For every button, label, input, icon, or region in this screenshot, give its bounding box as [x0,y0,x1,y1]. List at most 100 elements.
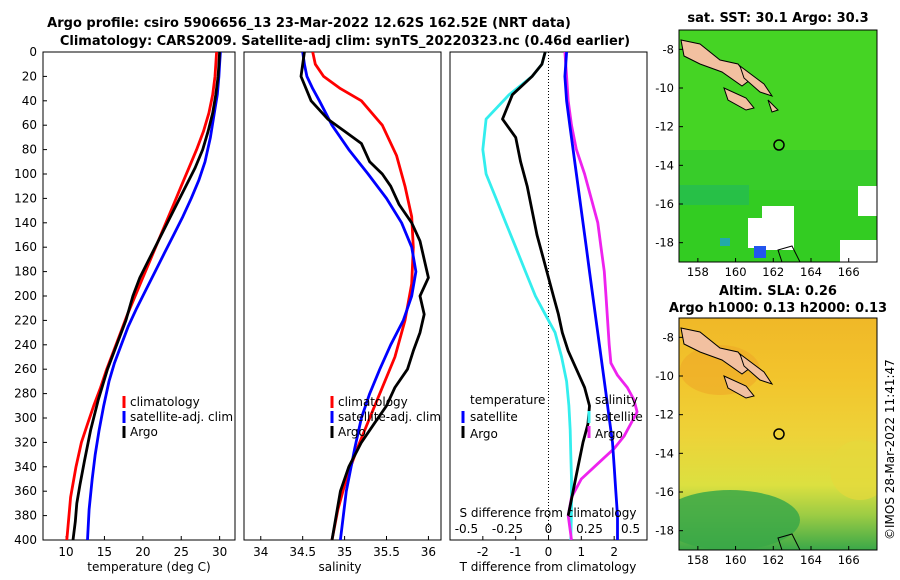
title-line-1: Argo profile: csiro 5906656_13 23-Mar-20… [47,16,571,31]
map-y-tick-label: -12 [655,408,674,422]
map-y-tick-label: -14 [655,446,674,460]
map-y-tick-label: -10 [655,81,674,95]
map-x-tick-label: 158 [687,265,709,279]
x-tick-label: 35 [337,545,352,559]
series-line-argo [71,52,221,540]
y-tick-label: 140 [14,216,37,230]
s-difference-legend: salinity satellite Argo [587,393,643,441]
y-tick-label: 380 [14,509,37,523]
y-tick-label: 80 [22,143,37,157]
temperature-x-ticks: 10 15 20 25 30 [58,536,227,559]
sla-map-subtitle: Argo h1000: 0.13 h2000: 0.13 [669,301,887,316]
x-tick-label: 25 [174,545,189,559]
argo-position-marker [773,139,785,151]
x-tick-label: 35.5 [373,545,400,559]
legend-t-heading: temperature [470,393,545,407]
sla-map-ticks: 158 160 162 164 166 -8 -10 -12 -14 -16 -18 [655,330,859,567]
y-tick-label: 160 [14,240,37,254]
y-tick-label: 340 [14,460,37,474]
series-line-satellite-adj-clim [86,52,222,540]
y-tick-label: 100 [14,167,37,181]
sst-map-ticks: 158 160 162 164 166 -8 -10 -12 -14 -16 -18 [655,42,859,279]
y-tick-label: 20 [22,69,37,83]
imos-timestamp: ©IMOS 28-Mar-2022 11:41:47 [883,359,897,540]
x-tick-label: 20 [135,545,150,559]
s-tick-label: 0.5 [621,522,640,536]
y-tick-label: 260 [14,362,37,376]
t-difference-xlabel: T difference from climatology [459,560,637,574]
s-tick-label: 0 [545,522,553,536]
s-tick-label: -0.25 [492,522,523,536]
salinity-x-ticks: 34 34.5 35 35.5 36 [253,536,436,559]
map-y-tick-label: -10 [655,369,674,383]
legend-s-heading: salinity [595,393,638,407]
x-tick-label: 34 [253,545,268,559]
legend-label-argo: Argo [130,425,158,439]
map-x-tick-label: 166 [838,265,860,279]
legend-label-t-satellite: satellite [470,410,518,424]
difference-panel: -2 -1 0 1 2 T difference from climatology S … [455,52,643,574]
map-y-tick-label: -16 [655,197,674,211]
depth-axis: 0 20 40 60 80 100 120 140 160 180 200 220 240 260 280 3… [14,45,47,547]
sla-map: 158 160 162 164 166 -8 -10 -12 -14 -16 -18 [655,317,878,567]
title-line-2: Climatology: CARS2009. Satellite-adj cli… [60,34,630,49]
map-x-tick-label: 160 [725,265,747,279]
salinity-axes [243,51,442,541]
legend-label-argo: Argo [338,425,366,439]
sla-field [679,318,877,550]
series-line-s-argo [501,52,591,516]
map-y-tick-label: -8 [663,330,674,344]
salinity-legend: climatology satellite-adj. clim Argo [330,395,441,439]
x-tick-label: 36 [421,545,436,559]
map-x-tick-label: 162 [762,553,784,567]
series-line-s-satellite [563,52,619,540]
map-y-tick-label: -18 [655,236,674,250]
legend-label-climatology: climatology [338,395,408,409]
temperature-legend: climatology satellite-adj. clim Argo [122,395,233,439]
map-y-tick-label: -8 [663,42,674,56]
x-tick-label: -2 [477,545,489,559]
salinity-xlabel: salinity [318,560,361,574]
map-y-tick-label: -18 [655,524,674,538]
map-x-tick-label: 164 [800,265,822,279]
y-tick-label: 400 [14,533,37,547]
y-tick-label: 180 [14,265,37,279]
t-difference-x-ticks: -2 -1 0 1 2 [477,536,618,559]
t-difference-legend: temperature satellite Argo [461,393,545,441]
x-tick-label: 10 [58,545,73,559]
sst-map-title: sat. SST: 30.1 Argo: 30.3 [687,11,868,26]
temperature-panel: 10 15 20 25 30 temperature (deg C) climatolo… [58,52,233,574]
x-tick-label: 15 [97,545,112,559]
y-tick-label: 360 [14,484,37,498]
sla-map-title: Altim. SLA: 0.26 [719,284,837,299]
y-tick-label: 220 [14,313,37,327]
s-tick-label: -0.5 [455,522,478,536]
sst-field [679,30,877,262]
salinity-panel: 34 34.5 35 35.5 36 salinity climatology sate… [253,52,441,574]
series-line-climatology [65,52,218,540]
map-y-tick-label: -14 [655,158,674,172]
sst-map: 158 160 162 164 166 -8 -10 -12 -14 -16 -18 [655,29,878,279]
argo-position-marker [773,428,785,440]
legend-label-t-argo: Argo [470,427,498,441]
s-tick-label: 0.25 [576,522,603,536]
x-tick-label: 30 [212,545,227,559]
y-tick-label: 300 [14,411,37,425]
map-x-tick-label: 162 [762,265,784,279]
legend-label-s-argo: Argo [595,427,623,441]
y-tick-label: 240 [14,338,37,352]
y-tick-label: 200 [14,289,37,303]
y-tick-label: 40 [22,94,37,108]
map-x-tick-label: 158 [687,553,709,567]
x-tick-label: 0 [545,545,553,559]
map-x-tick-label: 166 [838,553,860,567]
series-line-t-argo [563,52,639,540]
legend-label-satellite: satellite-adj. clim [338,410,441,424]
series-line-t-satellite [481,52,573,540]
legend-label-satellite: satellite-adj. clim [130,410,233,424]
map-y-tick-label: -16 [655,485,674,499]
series-line-climatology [311,52,415,540]
map-y-tick-label: -12 [655,120,674,134]
x-tick-label: -1 [510,545,522,559]
